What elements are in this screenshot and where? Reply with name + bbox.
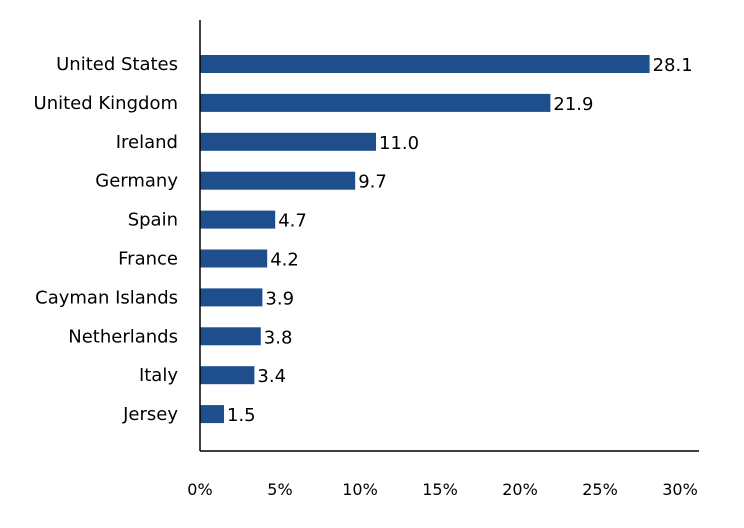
category-labels: United States United Kingdom Ireland German… [34,54,179,425]
value-label: 11.0 [379,133,419,154]
value-label: 4.2 [270,250,299,271]
x-tick-label: 30% [662,480,698,499]
value-label: 3.9 [265,288,294,309]
bar [200,288,263,307]
category-label: Ireland [116,132,178,153]
x-tick-labels: 0% 5% 10% 15% 20% 25% 30% [187,480,697,499]
x-tick-label: 20% [502,480,538,499]
value-label: 1.5 [227,405,256,426]
category-label: United States [56,54,178,75]
category-label: Cayman Islands [35,287,178,308]
x-tick-label: 25% [582,480,618,499]
bar [200,366,255,385]
category-label: Jersey [122,404,178,425]
bars-group [200,55,650,424]
value-label: 28.1 [653,55,693,76]
category-label: Spain [128,210,178,231]
value-labels: 28.1 21.9 11.0 9.7 4.7 4.2 3.9 3.8 3.41.5 [227,55,693,426]
x-tick-label: 0% [187,480,212,499]
bar [200,327,261,346]
value-label: 21.9 [553,94,593,115]
value-label: 3.4 [257,366,286,387]
category-label: Germany [95,171,178,192]
value-label: 4.7 [278,211,307,232]
bar [200,93,551,112]
x-tick-label: 5% [267,480,292,499]
bar [200,210,276,229]
category-label: Netherlands [68,326,178,347]
value-label: 3.8 [264,327,293,348]
bar [200,405,224,424]
bar [200,55,650,73]
category-label: Italy [139,365,178,386]
value-label: 9.7 [358,172,387,193]
bar [200,171,356,190]
bar [200,249,268,268]
x-tick-label: 15% [422,480,458,499]
x-tick-label: 10% [342,480,378,499]
category-label: France [118,249,178,270]
bar [200,132,376,151]
category-label: United Kingdom [34,93,178,114]
